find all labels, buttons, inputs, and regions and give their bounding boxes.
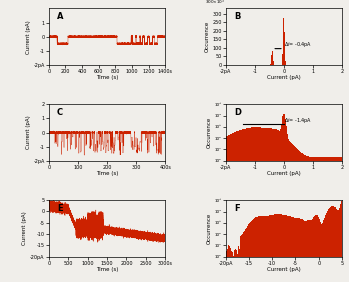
Text: B: B [234, 12, 240, 21]
Text: F: F [234, 204, 239, 213]
Text: C: C [57, 108, 63, 117]
Y-axis label: Current (pA): Current (pA) [25, 116, 31, 149]
Y-axis label: Current (pA): Current (pA) [25, 20, 31, 54]
Y-axis label: Occurrence: Occurrence [207, 213, 212, 244]
Text: A: A [57, 12, 64, 21]
X-axis label: Current (pA): Current (pA) [267, 267, 301, 272]
Text: E: E [57, 204, 62, 213]
Y-axis label: Occurrence: Occurrence [205, 21, 209, 52]
X-axis label: Time (s): Time (s) [96, 75, 118, 80]
X-axis label: Time (s): Time (s) [96, 267, 118, 272]
X-axis label: Current (pA): Current (pA) [267, 75, 301, 80]
Text: $\Delta i$= -0.4pA: $\Delta i$= -0.4pA [284, 40, 313, 49]
Y-axis label: Current (pA): Current (pA) [22, 212, 28, 245]
Y-axis label: Occurrence: Occurrence [207, 117, 212, 148]
X-axis label: Current (pA): Current (pA) [267, 171, 301, 176]
X-axis label: Time (s): Time (s) [96, 171, 118, 176]
Text: 300$\times$10$^3$: 300$\times$10$^3$ [205, 0, 225, 7]
Text: $\Delta i$= -1.4pA: $\Delta i$= -1.4pA [284, 116, 312, 125]
Text: D: D [234, 108, 241, 117]
